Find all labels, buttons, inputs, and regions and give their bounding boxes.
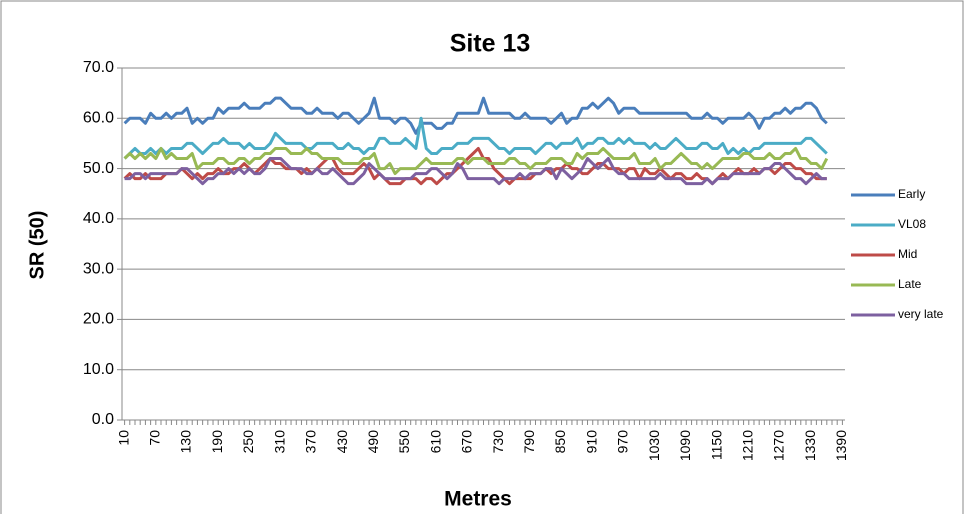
- y-tick-label: 30.0: [83, 260, 114, 277]
- x-tick-label: 490: [365, 430, 381, 454]
- x-tick-label: 250: [240, 430, 256, 454]
- legend-label: Early: [898, 187, 925, 201]
- x-tick-label: 970: [615, 430, 631, 454]
- x-tick-label: 1270: [771, 430, 787, 461]
- x-tick-label: 130: [178, 430, 194, 454]
- y-tick-label: 0.0: [92, 411, 114, 428]
- y-tick-label: 70.0: [83, 59, 114, 76]
- x-tick-label: 1150: [708, 430, 724, 460]
- x-tick-label: 910: [583, 430, 599, 454]
- x-tick-label: 1030: [646, 430, 662, 461]
- x-tick-label: 730: [490, 430, 506, 454]
- x-tick-label: 550: [396, 430, 412, 454]
- x-tick-label: 1330: [802, 430, 818, 461]
- legend-label: Mid: [898, 247, 917, 261]
- x-tick-label: 670: [459, 430, 475, 454]
- series-line: [123, 116, 828, 160]
- legend-label: VL08: [898, 217, 926, 231]
- series-line: [123, 146, 829, 176]
- x-tick-label: 1210: [739, 430, 755, 461]
- x-tick-label: 70: [147, 430, 163, 446]
- x-tick-label: 850: [552, 430, 568, 454]
- x-tick-label: 10: [115, 430, 131, 446]
- series-line: [124, 157, 827, 186]
- x-tick-label: 370: [303, 430, 319, 454]
- x-tick-label: 790: [521, 430, 537, 454]
- x-tick-label: 1090: [677, 430, 693, 461]
- y-tick-label: 60.0: [83, 110, 114, 127]
- x-tick-label: 310: [271, 430, 287, 454]
- x-tick-label: 610: [427, 430, 443, 454]
- x-tick-label: 190: [209, 430, 225, 454]
- y-axis-label: SR (50): [26, 211, 48, 280]
- x-tick-label: 430: [334, 430, 350, 454]
- x-tick-label: 1390: [833, 430, 849, 461]
- series-line: [123, 96, 828, 135]
- y-tick-label: 10.0: [83, 361, 114, 378]
- legend-label: very late: [898, 307, 944, 321]
- chart-title: Site 13: [450, 30, 531, 58]
- y-tick-label: 40.0: [83, 210, 114, 227]
- y-tick-label: 50.0: [83, 160, 114, 177]
- x-axis-label: Metres: [444, 488, 512, 511]
- legend-label: Late: [898, 277, 922, 291]
- y-tick-label: 20.0: [83, 311, 114, 328]
